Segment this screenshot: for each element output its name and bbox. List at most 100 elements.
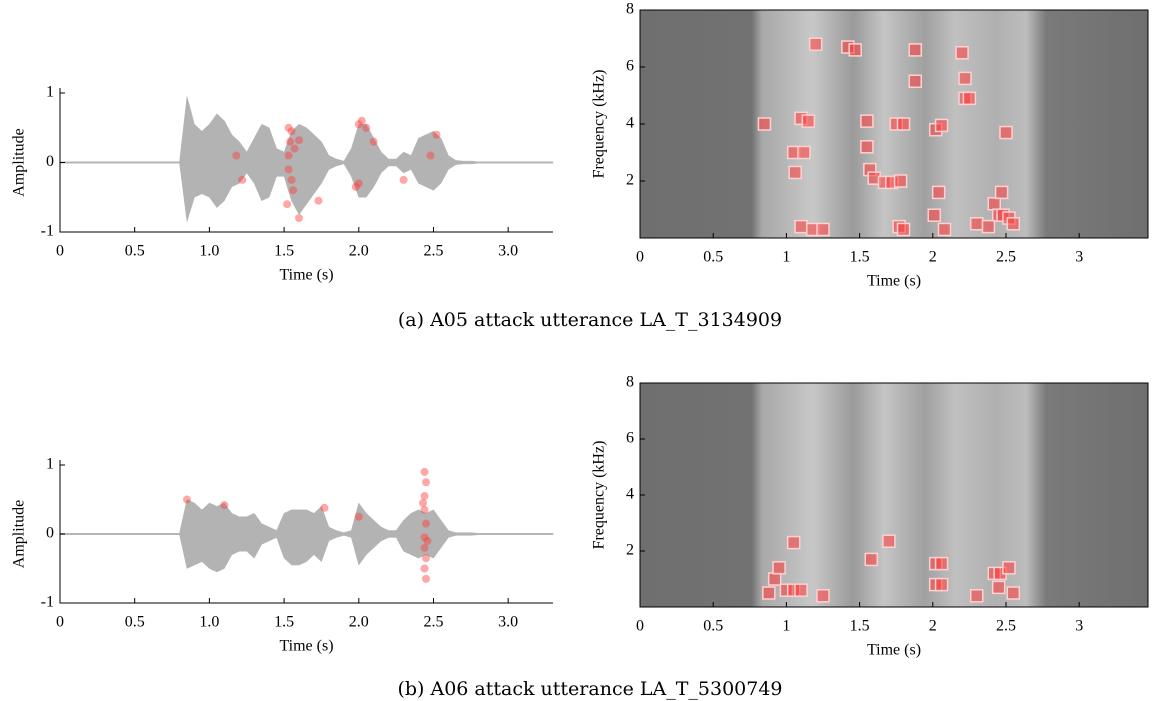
x-tick-label: 1.0 <box>199 614 219 631</box>
highlight-region <box>786 535 801 550</box>
x-tick-label: 1.5 <box>274 243 294 260</box>
highlight-region <box>994 185 1009 200</box>
x-axis-label: Time (s) <box>279 267 333 284</box>
y-tick-label: 4 <box>626 115 634 132</box>
highlight-region <box>801 114 816 128</box>
x-tick-label: 0.5 <box>125 614 145 631</box>
x-tick-label: 1.5 <box>274 614 294 631</box>
y-tick-label: 0 <box>46 525 54 542</box>
y-tick-label: -1 <box>41 594 54 611</box>
x-tick-label: 2.5 <box>423 614 443 631</box>
x-axis-label: Time (s) <box>867 642 921 659</box>
caption: (b) A06 attack utterance LA_T_5300749 <box>397 678 782 700</box>
x-tick-label: 0 <box>636 618 644 635</box>
highlight-point <box>289 186 298 195</box>
highlight-region <box>958 71 972 86</box>
y-tick-label: 8 <box>626 1 634 18</box>
y-tick-label: 2 <box>626 172 634 189</box>
highlight-point <box>422 574 431 583</box>
highlight-point <box>420 533 429 542</box>
x-tick-label: 3 <box>1075 618 1083 635</box>
highlight-point <box>232 151 241 160</box>
y-axis-label: Amplitude <box>11 128 28 196</box>
highlight-region <box>931 185 946 200</box>
y-tick-label: 6 <box>626 58 634 75</box>
highlight-region <box>794 219 808 234</box>
highlight-region <box>762 586 776 600</box>
highlight-region <box>896 222 911 237</box>
highlight-point <box>220 501 229 510</box>
x-tick-label: 2.5 <box>423 243 443 260</box>
highlight-region <box>848 43 862 57</box>
highlight-point <box>420 492 429 501</box>
x-tick-label: 1.0 <box>199 243 219 260</box>
y-tick-label: -1 <box>41 223 54 240</box>
waveform-area <box>59 499 554 573</box>
highlight-point <box>284 123 293 132</box>
x-tick-label: 2.5 <box>996 618 1016 635</box>
caption: (a) A05 attack utterance LA_T_3134909 <box>398 309 782 331</box>
highlight-point <box>295 136 304 145</box>
highlight-region <box>981 219 996 234</box>
highlight-region <box>1006 217 1021 231</box>
highlight-point <box>422 478 431 487</box>
spectrogram-image <box>640 383 1148 607</box>
highlight-region <box>955 46 969 60</box>
x-tick-label: 3.0 <box>498 243 518 260</box>
x-tick-label: 2.0 <box>349 243 369 260</box>
highlight-region <box>816 222 830 237</box>
x-tick-label: 0 <box>56 243 64 260</box>
highlight-region <box>1002 561 1016 575</box>
y-tick-label: 2 <box>626 542 634 559</box>
highlight-point <box>295 214 304 223</box>
highlight-region <box>991 580 1006 595</box>
x-tick-label: 3.0 <box>498 614 518 631</box>
highlight-region <box>860 140 874 154</box>
x-tick-label: 1 <box>782 618 790 635</box>
highlight-point <box>362 123 371 132</box>
y-tick-label: 6 <box>626 430 634 447</box>
highlight-point <box>426 151 435 160</box>
highlight-point <box>423 536 432 545</box>
y-tick-label: 0 <box>46 153 54 170</box>
x-tick-label: 2.5 <box>996 249 1016 266</box>
highlight-point <box>420 467 429 476</box>
x-tick-label: 1.5 <box>850 249 870 266</box>
highlight-point <box>290 144 299 153</box>
y-axis-label: Amplitude <box>11 500 28 568</box>
highlight-point <box>420 505 429 514</box>
axes-box <box>639 9 1149 239</box>
highlight-region <box>808 37 823 51</box>
highlight-region <box>969 217 984 231</box>
highlight-point <box>419 498 428 507</box>
highlight-point <box>284 151 293 160</box>
highlight-point <box>314 196 323 205</box>
axes <box>59 460 553 604</box>
x-tick-label: 0.5 <box>703 618 723 635</box>
highlight-point <box>354 179 363 188</box>
highlight-region <box>969 589 984 603</box>
y-tick-label: 1 <box>46 456 54 473</box>
highlight-region <box>1006 586 1021 600</box>
highlight-point <box>354 120 363 129</box>
x-tick-label: 0.5 <box>125 243 145 260</box>
waveform-area <box>59 96 554 222</box>
x-axis-label: Time (s) <box>279 638 333 655</box>
highlight-point <box>287 127 296 136</box>
highlight-region <box>757 117 772 131</box>
highlight-region <box>908 43 922 57</box>
highlight-region <box>987 197 1002 211</box>
highlight-region <box>934 556 949 571</box>
highlight-point <box>287 175 296 184</box>
x-tick-label: 3 <box>1075 249 1083 266</box>
highlight-region <box>962 91 977 106</box>
axes-box <box>639 382 1149 608</box>
highlight-region <box>908 74 922 88</box>
highlight-region <box>934 577 949 592</box>
highlight-region <box>882 534 896 548</box>
highlight-point <box>420 543 429 552</box>
highlight-region <box>788 165 802 180</box>
x-tick-label: 2 <box>929 249 937 266</box>
y-axis-label: Frequency (kHz) <box>591 70 608 179</box>
